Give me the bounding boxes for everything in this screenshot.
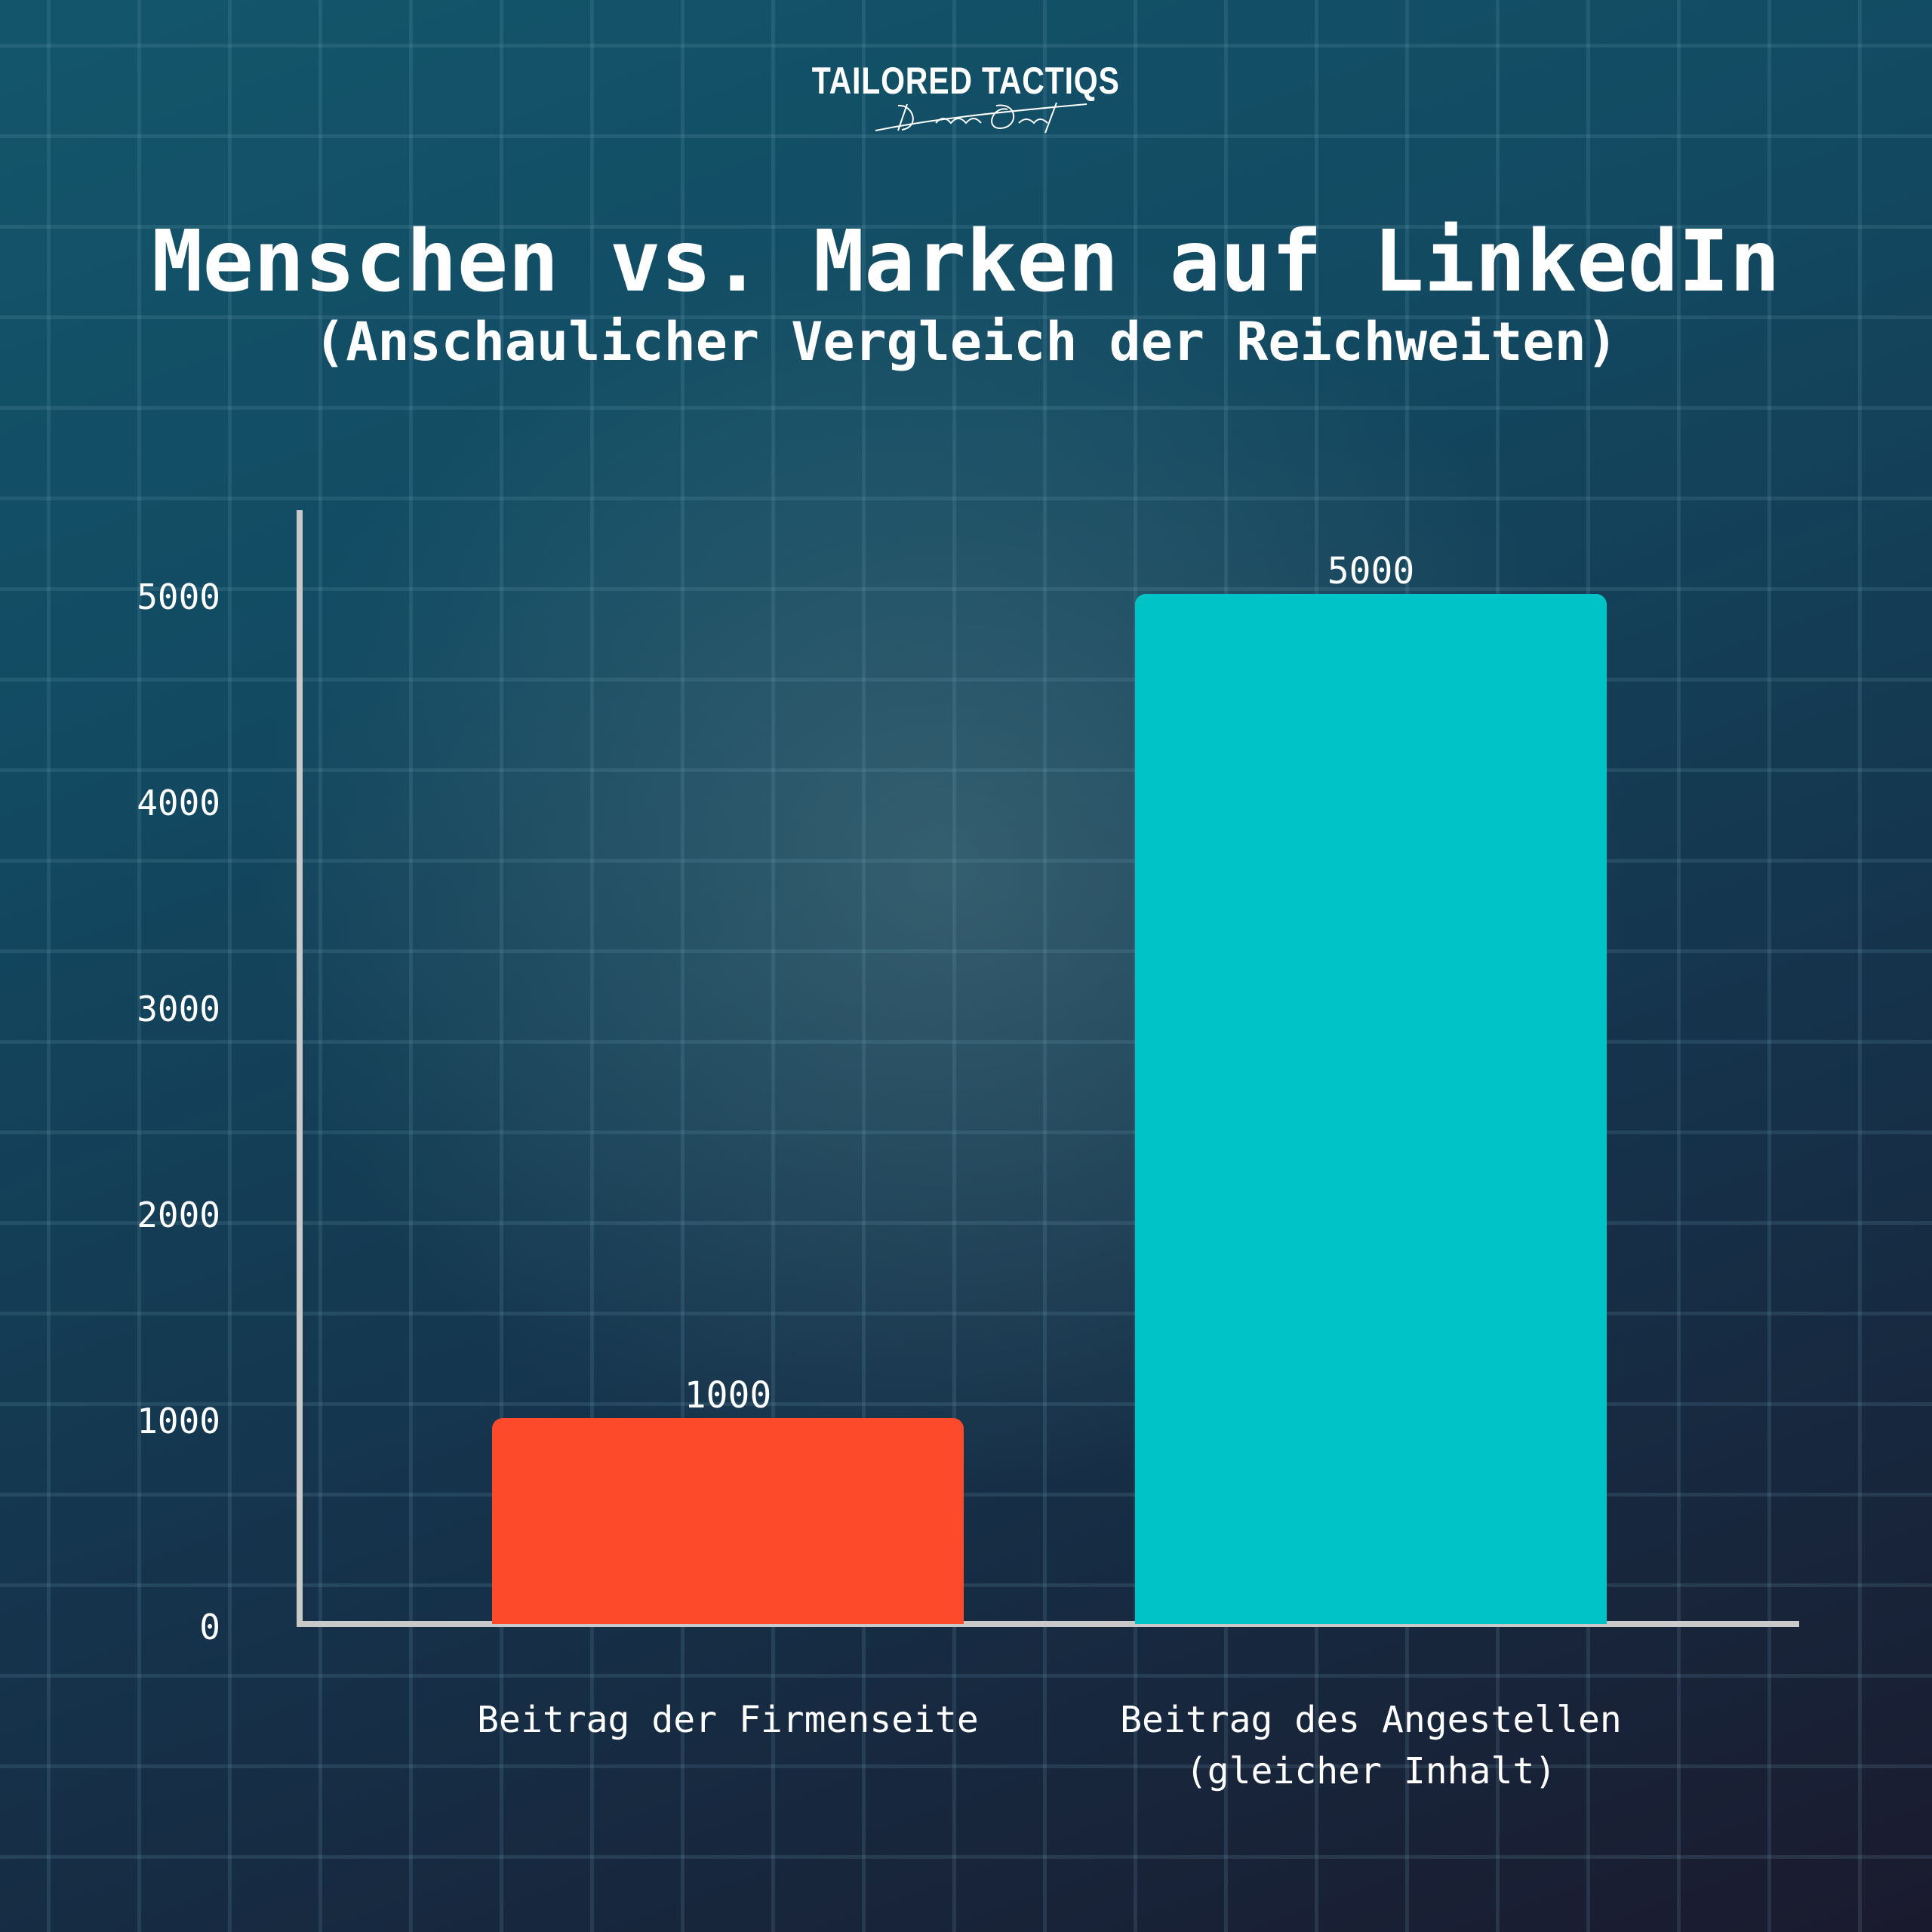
x-category-label: Beitrag der Firmenseite — [426, 1694, 1030, 1746]
y-tick-label: 2000 — [137, 1195, 220, 1235]
chart-title: Menschen vs. Marken auf LinkedIn — [152, 213, 1780, 311]
y-axis — [297, 510, 303, 1627]
category-label-line: Beitrag der Firmenseite — [477, 1699, 979, 1741]
category-label-line: Beitrag des Angestellen — [1120, 1699, 1622, 1741]
y-tick-label: 3000 — [137, 989, 220, 1029]
logo: TAILORED TACTIQS — [0, 59, 1932, 103]
chart-subtitle: (Anschaulicher Vergleich der Reichweiten… — [314, 311, 1618, 373]
category-label-line: (gleicher Inhalt) — [1185, 1750, 1557, 1792]
y-tick-label: 1000 — [137, 1401, 220, 1441]
x-axis — [297, 1621, 1799, 1627]
x-category-label: Beitrag des Angestellen (gleicher Inhalt) — [1069, 1694, 1673, 1797]
y-tick-label: 4000 — [137, 783, 220, 823]
bar-2 — [1135, 594, 1607, 1624]
y-tick-label: 0 — [199, 1607, 220, 1647]
y-tick-label: 5000 — [137, 577, 220, 617]
bar-value-label: 1000 — [684, 1374, 772, 1417]
logo-text: TAILORED TACTIQS — [812, 60, 1120, 102]
bar-value-label: 5000 — [1327, 550, 1415, 592]
bar-1 — [492, 1418, 964, 1624]
signature-logo — [875, 102, 1088, 134]
